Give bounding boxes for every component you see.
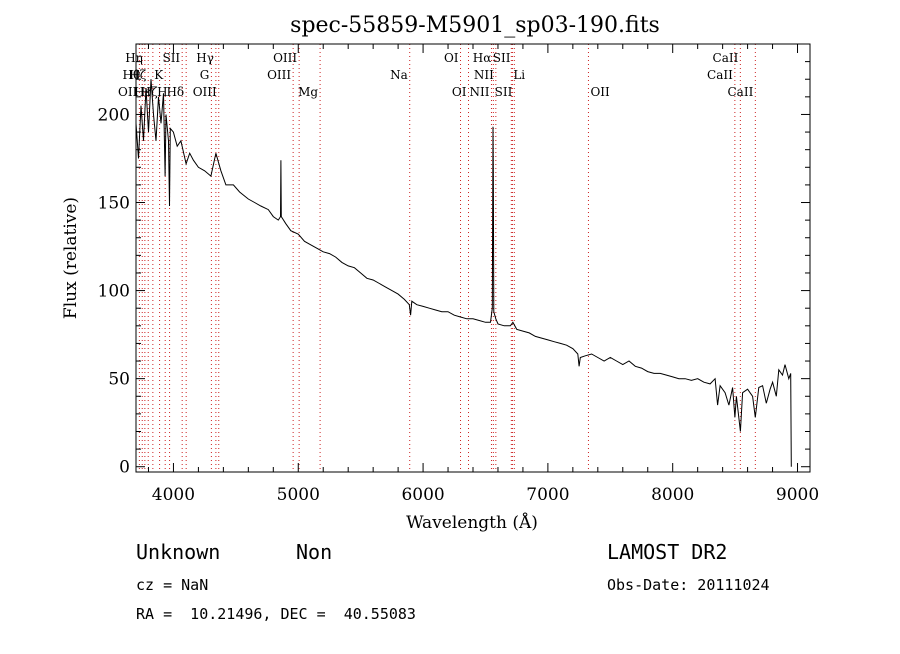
- spectral-line-label: OI: [444, 51, 459, 65]
- spectral-line-label: OIII: [267, 68, 291, 82]
- y-tick-label: 50: [108, 370, 130, 390]
- spectral-line-label: OIII: [193, 85, 217, 99]
- spectral-line-label: CaII: [713, 51, 739, 65]
- spectral-line-label: Hγ: [196, 51, 214, 65]
- spectral-line-label: NII: [469, 85, 489, 99]
- spectral-line-label: K: [154, 68, 164, 82]
- spectral-line-labels: OIIHθHηHζHεHζKHSIIHδGHγOIIIOIIIOIIIMgNaO…: [118, 51, 754, 99]
- spectral-line-label: OII: [118, 85, 138, 99]
- spectral-line-label: OII: [590, 85, 610, 99]
- spectral-line-label: Hη: [125, 51, 143, 65]
- y-tick-label: 100: [98, 282, 130, 302]
- spectral-line-label: Na: [390, 68, 408, 82]
- x-tick-label: 6000: [401, 485, 444, 505]
- obs-date: Obs-Date: 20111024: [607, 576, 770, 594]
- survey-name: LAMOST DR2: [607, 540, 728, 564]
- x-axis-label: Wavelength (Å): [406, 512, 538, 533]
- y-axis-label: Flux (relative): [61, 197, 81, 319]
- spectral-line-markers: [138, 44, 756, 472]
- y-axis-ticks: 0 50 100 150 200: [98, 61, 810, 478]
- y-tick-label: 200: [98, 105, 130, 125]
- redshift-text: cz = NaN: [136, 576, 209, 594]
- spectral-line-label: Hζ: [141, 85, 158, 99]
- spectral-line-label: Hδ: [166, 85, 184, 99]
- x-tick-label: 9000: [776, 485, 819, 505]
- spectral-line-label: H: [157, 85, 167, 99]
- spectral-line-label: OI: [452, 85, 467, 99]
- object-class: Unknown: [136, 540, 221, 564]
- spectral-line-label: Mg: [298, 85, 318, 99]
- spectral-line-label: CaII: [728, 85, 754, 99]
- object-subclass: Non: [296, 540, 333, 564]
- spectral-line-label: Hζ: [129, 68, 146, 82]
- spectral-line-label: CaII: [707, 68, 733, 82]
- x-axis-ticks: 4000 5000 6000 7000 8000 9000: [147, 44, 819, 505]
- chart-title: spec-55859-M5901_sp03-190.fits: [290, 13, 660, 38]
- x-tick-label: 5000: [277, 485, 320, 505]
- spectral-line-label: SII: [495, 85, 513, 99]
- spectral-line-label: NII: [474, 68, 494, 82]
- coordinates: RA = 10.21496, DEC = 40.55083: [136, 605, 416, 623]
- x-tick-label: 8000: [651, 485, 694, 505]
- x-tick-label: 4000: [152, 485, 195, 505]
- spectral-line-label: Li: [513, 68, 525, 82]
- plot-frame: [135, 43, 811, 473]
- spectral-line-label: SII: [493, 51, 511, 65]
- y-tick-label: 0: [119, 458, 130, 478]
- y-tick-label: 150: [98, 194, 130, 214]
- spectral-line-label: SII: [162, 51, 180, 65]
- spectral-line-label: Hα: [473, 51, 492, 65]
- x-tick-label: 7000: [526, 485, 569, 505]
- spectral-line-label: G: [200, 68, 210, 82]
- spectral-line-label: OIII: [273, 51, 297, 65]
- spectrum-series-line: [135, 79, 792, 467]
